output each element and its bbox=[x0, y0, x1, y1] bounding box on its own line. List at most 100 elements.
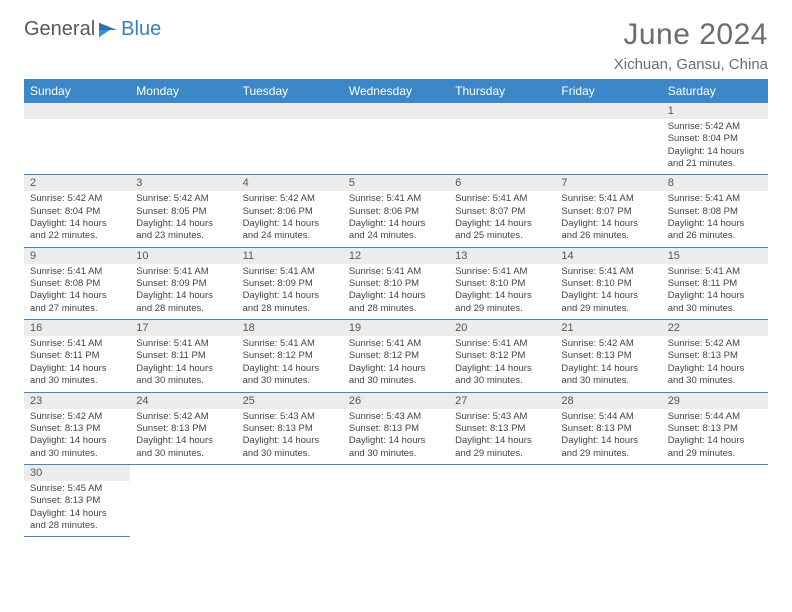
month-title: June 2024 bbox=[614, 18, 768, 52]
calendar-cell bbox=[449, 103, 555, 175]
day-daylight2: and 24 minutes. bbox=[349, 230, 443, 242]
day-sunset: Sunset: 8:13 PM bbox=[668, 423, 762, 435]
day-daylight2: and 29 minutes. bbox=[455, 448, 549, 460]
day-daylight1: Daylight: 14 hours bbox=[668, 218, 762, 230]
day-daylight2: and 30 minutes. bbox=[349, 448, 443, 460]
day-body: Sunrise: 5:44 AMSunset: 8:13 PMDaylight:… bbox=[555, 409, 661, 464]
day-daylight1: Daylight: 14 hours bbox=[243, 218, 337, 230]
weekday-header: Thursday bbox=[449, 79, 555, 103]
day-body-empty bbox=[130, 119, 236, 167]
day-sunset: Sunset: 8:10 PM bbox=[349, 278, 443, 290]
day-sunset: Sunset: 8:07 PM bbox=[561, 206, 655, 218]
day-sunrise: Sunrise: 5:41 AM bbox=[349, 338, 443, 350]
calendar-cell: 26Sunrise: 5:43 AMSunset: 8:13 PMDayligh… bbox=[343, 392, 449, 464]
day-sunset: Sunset: 8:13 PM bbox=[30, 423, 124, 435]
day-daylight1: Daylight: 14 hours bbox=[668, 435, 762, 447]
day-number: 1 bbox=[662, 103, 768, 119]
day-daylight2: and 29 minutes. bbox=[455, 303, 549, 315]
day-number: 17 bbox=[130, 320, 236, 336]
day-body: Sunrise: 5:41 AMSunset: 8:08 PMDaylight:… bbox=[662, 191, 768, 246]
weekday-header: Friday bbox=[555, 79, 661, 103]
day-daylight1: Daylight: 14 hours bbox=[243, 435, 337, 447]
logo-flag-icon bbox=[97, 21, 119, 39]
day-number: 21 bbox=[555, 320, 661, 336]
day-body: Sunrise: 5:41 AMSunset: 8:12 PMDaylight:… bbox=[237, 336, 343, 391]
day-body: Sunrise: 5:41 AMSunset: 8:11 PMDaylight:… bbox=[24, 336, 130, 391]
day-daylight2: and 30 minutes. bbox=[30, 375, 124, 387]
day-body: Sunrise: 5:42 AMSunset: 8:06 PMDaylight:… bbox=[237, 191, 343, 246]
day-body: Sunrise: 5:41 AMSunset: 8:07 PMDaylight:… bbox=[555, 191, 661, 246]
day-sunrise: Sunrise: 5:42 AM bbox=[136, 193, 230, 205]
day-sunset: Sunset: 8:13 PM bbox=[561, 350, 655, 362]
calendar-cell bbox=[449, 464, 555, 536]
weekday-header: Saturday bbox=[662, 79, 768, 103]
day-body-empty bbox=[449, 119, 555, 167]
day-daylight2: and 30 minutes. bbox=[243, 448, 337, 460]
day-number: 16 bbox=[24, 320, 130, 336]
day-daylight1: Daylight: 14 hours bbox=[455, 218, 549, 230]
day-sunset: Sunset: 8:09 PM bbox=[243, 278, 337, 290]
day-body: Sunrise: 5:42 AMSunset: 8:04 PMDaylight:… bbox=[24, 191, 130, 246]
day-sunrise: Sunrise: 5:42 AM bbox=[30, 411, 124, 423]
day-sunrise: Sunrise: 5:41 AM bbox=[668, 266, 762, 278]
day-daylight1: Daylight: 14 hours bbox=[455, 363, 549, 375]
day-daylight1: Daylight: 14 hours bbox=[561, 435, 655, 447]
calendar-cell: 19Sunrise: 5:41 AMSunset: 8:12 PMDayligh… bbox=[343, 320, 449, 392]
calendar-cell bbox=[130, 103, 236, 175]
calendar-cell: 18Sunrise: 5:41 AMSunset: 8:12 PMDayligh… bbox=[237, 320, 343, 392]
day-sunrise: Sunrise: 5:45 AM bbox=[30, 483, 124, 495]
day-daylight1: Daylight: 14 hours bbox=[30, 290, 124, 302]
day-daylight2: and 28 minutes. bbox=[136, 303, 230, 315]
day-sunset: Sunset: 8:09 PM bbox=[136, 278, 230, 290]
weekday-header-row: Sunday Monday Tuesday Wednesday Thursday… bbox=[24, 79, 768, 103]
day-daylight1: Daylight: 14 hours bbox=[455, 290, 549, 302]
calendar-cell: 30Sunrise: 5:45 AMSunset: 8:13 PMDayligh… bbox=[24, 464, 130, 536]
weekday-header: Sunday bbox=[24, 79, 130, 103]
logo: General Blue bbox=[24, 18, 161, 41]
day-body: Sunrise: 5:41 AMSunset: 8:11 PMDaylight:… bbox=[130, 336, 236, 391]
weekday-header: Monday bbox=[130, 79, 236, 103]
day-sunrise: Sunrise: 5:43 AM bbox=[455, 411, 549, 423]
day-daylight2: and 30 minutes. bbox=[243, 375, 337, 387]
day-sunrise: Sunrise: 5:41 AM bbox=[455, 193, 549, 205]
day-sunrise: Sunrise: 5:41 AM bbox=[136, 266, 230, 278]
calendar-cell: 16Sunrise: 5:41 AMSunset: 8:11 PMDayligh… bbox=[24, 320, 130, 392]
day-body: Sunrise: 5:43 AMSunset: 8:13 PMDaylight:… bbox=[343, 409, 449, 464]
calendar-cell: 29Sunrise: 5:44 AMSunset: 8:13 PMDayligh… bbox=[662, 392, 768, 464]
day-sunrise: Sunrise: 5:42 AM bbox=[668, 121, 762, 133]
calendar-cell: 7Sunrise: 5:41 AMSunset: 8:07 PMDaylight… bbox=[555, 175, 661, 247]
calendar-cell: 17Sunrise: 5:41 AMSunset: 8:11 PMDayligh… bbox=[130, 320, 236, 392]
calendar-cell: 11Sunrise: 5:41 AMSunset: 8:09 PMDayligh… bbox=[237, 247, 343, 319]
day-body-empty bbox=[555, 119, 661, 167]
calendar-week-row: 30Sunrise: 5:45 AMSunset: 8:13 PMDayligh… bbox=[24, 464, 768, 536]
day-sunset: Sunset: 8:10 PM bbox=[455, 278, 549, 290]
day-sunrise: Sunrise: 5:41 AM bbox=[30, 266, 124, 278]
day-sunset: Sunset: 8:11 PM bbox=[136, 350, 230, 362]
calendar-cell: 22Sunrise: 5:42 AMSunset: 8:13 PMDayligh… bbox=[662, 320, 768, 392]
day-number: 7 bbox=[555, 175, 661, 191]
day-daylight2: and 28 minutes. bbox=[30, 520, 124, 532]
day-sunset: Sunset: 8:13 PM bbox=[30, 495, 124, 507]
day-sunset: Sunset: 8:13 PM bbox=[243, 423, 337, 435]
day-sunrise: Sunrise: 5:41 AM bbox=[30, 338, 124, 350]
day-body: Sunrise: 5:41 AMSunset: 8:07 PMDaylight:… bbox=[449, 191, 555, 246]
day-number: 13 bbox=[449, 248, 555, 264]
calendar-cell: 24Sunrise: 5:42 AMSunset: 8:13 PMDayligh… bbox=[130, 392, 236, 464]
day-body: Sunrise: 5:41 AMSunset: 8:06 PMDaylight:… bbox=[343, 191, 449, 246]
day-daylight1: Daylight: 14 hours bbox=[668, 290, 762, 302]
day-sunset: Sunset: 8:11 PM bbox=[668, 278, 762, 290]
calendar-cell: 1Sunrise: 5:42 AMSunset: 8:04 PMDaylight… bbox=[662, 103, 768, 175]
calendar-cell: 15Sunrise: 5:41 AMSunset: 8:11 PMDayligh… bbox=[662, 247, 768, 319]
day-sunset: Sunset: 8:04 PM bbox=[30, 206, 124, 218]
day-body: Sunrise: 5:42 AMSunset: 8:04 PMDaylight:… bbox=[662, 119, 768, 174]
day-sunset: Sunset: 8:07 PM bbox=[455, 206, 549, 218]
calendar-cell: 9Sunrise: 5:41 AMSunset: 8:08 PMDaylight… bbox=[24, 247, 130, 319]
day-sunrise: Sunrise: 5:41 AM bbox=[668, 193, 762, 205]
calendar-cell bbox=[555, 464, 661, 536]
day-number: 28 bbox=[555, 393, 661, 409]
logo-text-general: General bbox=[24, 18, 95, 41]
day-daylight1: Daylight: 14 hours bbox=[30, 363, 124, 375]
day-number: 20 bbox=[449, 320, 555, 336]
day-number: 5 bbox=[343, 175, 449, 191]
day-daylight1: Daylight: 14 hours bbox=[349, 363, 443, 375]
